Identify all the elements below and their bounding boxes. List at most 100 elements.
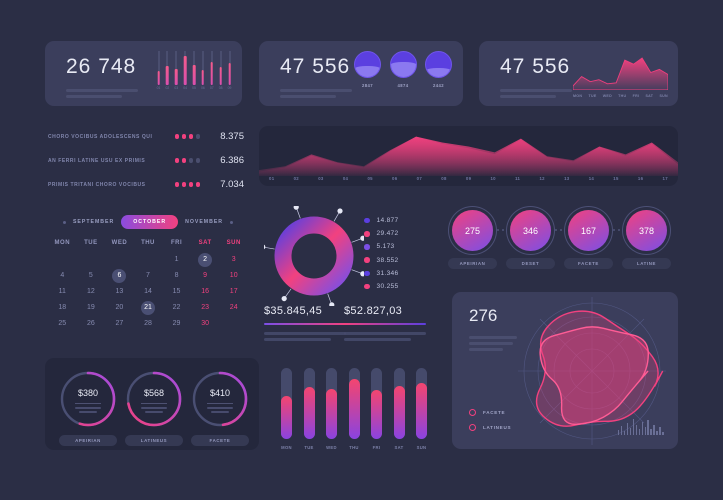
- bar-label: FRI: [372, 445, 381, 450]
- calendar-day[interactable]: 22: [172, 304, 181, 311]
- calendar-day[interactable]: 9: [203, 272, 208, 279]
- badge-circle[interactable]: 346: [510, 210, 551, 251]
- calendar-day[interactable]: 17: [229, 288, 238, 295]
- spark-day-label: THU: [618, 94, 627, 98]
- month-november[interactable]: November: [185, 219, 224, 225]
- legend-item: 5.173: [364, 240, 398, 253]
- calendar-day-empty: [48, 252, 77, 268]
- calendar-day[interactable]: 5: [88, 272, 93, 279]
- calendar-day[interactable]: 2: [191, 252, 220, 268]
- calendar-week: 11 12 13 14 15 16 17: [48, 284, 248, 300]
- badge-circle[interactable]: 378: [626, 210, 667, 251]
- money-amount-2: $52.827,03: [344, 305, 403, 317]
- calendar-day[interactable]: 10: [229, 272, 238, 279]
- axis-label: 02: [293, 176, 299, 181]
- bar-fill: [326, 388, 337, 439]
- legend-value: 29.472: [376, 230, 399, 238]
- kpi-gauges-panel: 47 556 2847 4874 2442: [259, 41, 463, 106]
- mini-bar-label: 09: [227, 86, 232, 90]
- calendar-day[interactable]: 6: [105, 268, 134, 284]
- kpi-spark-panel: 47 556 MON TUE WED THU FRI SAT SUN: [479, 41, 678, 106]
- calendar-day[interactable]: 25: [58, 320, 67, 327]
- kpi-gauges-description: [280, 89, 352, 101]
- mini-bar: 01: [155, 51, 162, 90]
- bar-label: SUN: [416, 445, 427, 450]
- calendar-day[interactable]: 1: [174, 256, 179, 263]
- price-description: [141, 407, 167, 415]
- calendar-day[interactable]: 21: [134, 300, 163, 316]
- radar-legend: FACETE LATINEUS: [469, 401, 511, 431]
- weekly-bar-chart: MON TUE WED THU FRI SAT SUN: [281, 368, 427, 450]
- calendar-day-empty: [105, 252, 134, 268]
- legend-item: 14.877: [364, 214, 398, 227]
- legend-swatch: [364, 231, 370, 237]
- bar-label: TUE: [304, 445, 314, 450]
- calendar-day[interactable]: 27: [115, 320, 124, 327]
- price-label: LATINEUS: [125, 435, 183, 446]
- calendar-weekday: TUE: [84, 240, 98, 246]
- mini-bar: 05: [191, 51, 198, 90]
- calendar[interactable]: MON TUE WED THU FRI SAT SUN 1 2 3 4 5 6 7 8 9 10 11 12 13 1…: [48, 240, 248, 332]
- radar-legend-label: LATINEUS: [483, 425, 512, 430]
- axis-label: 10: [490, 176, 496, 181]
- calendar-day[interactable]: 14: [144, 288, 152, 295]
- month-september[interactable]: September: [72, 219, 115, 225]
- stat-dot: [195, 182, 200, 187]
- mini-bar: 08: [217, 51, 224, 90]
- month-october[interactable]: October: [121, 215, 179, 229]
- calendar-day[interactable]: 23: [201, 304, 210, 311]
- calendar-week: 18 19 20 21 22 23 24: [48, 300, 248, 316]
- calendar-day[interactable]: 4: [60, 272, 65, 279]
- month-switcher[interactable]: September October November: [48, 212, 248, 232]
- bar-fill: [416, 383, 427, 439]
- calendar-day[interactable]: 12: [86, 288, 95, 295]
- calendar-day-empty: [219, 316, 248, 332]
- radar-legend-item: LATINEUS: [469, 424, 511, 431]
- gauge: 2847: [354, 51, 381, 88]
- stat-value: 6.386: [220, 155, 244, 166]
- badge-circle[interactable]: 167: [568, 210, 609, 251]
- calendar-day[interactable]: 11: [58, 288, 66, 295]
- spark-area-chart: MON TUE WED THU FRI SAT SUN: [572, 50, 669, 98]
- equalizer-bar: [653, 425, 656, 435]
- spark-day-label: SAT: [645, 94, 654, 98]
- stat-row: Primis tritani choro vocibus 7.034: [48, 176, 244, 193]
- calendar-day[interactable]: 13: [115, 288, 124, 295]
- stat-dot: [181, 182, 187, 187]
- calendar-day[interactable]: 26: [86, 320, 95, 327]
- radar-legend-dot: [469, 409, 476, 416]
- calendar-day[interactable]: 30: [201, 320, 210, 327]
- calendar-day[interactable]: 8: [174, 272, 179, 279]
- next-month-icon[interactable]: [230, 220, 234, 224]
- weekly-bar: SAT: [393, 368, 405, 450]
- gauge-disc: [354, 51, 381, 78]
- prev-month-icon[interactable]: [62, 220, 66, 224]
- price-cards-panel: $380 APEIRIAN $568 LATINEUS $410 FACETE: [45, 358, 259, 450]
- price-card: $410 FACETE: [191, 370, 249, 446]
- axis-label: 09: [465, 176, 472, 181]
- money-card-2: $52.827,03: [344, 305, 426, 344]
- axis-label: 12: [539, 176, 545, 181]
- calendar-day[interactable]: 29: [172, 320, 181, 327]
- money-card-1: $35.845,45: [264, 305, 346, 344]
- equalizer-bar: [641, 422, 644, 435]
- stat-dot: [188, 182, 194, 187]
- calendar-day[interactable]: 3: [231, 256, 236, 263]
- equalizer-bar: [662, 432, 664, 435]
- calendar-body[interactable]: 1 2 3 4 5 6 7 8 9 10 11 12 13 14 15 16 17 18 19 20 21 22 23 24 2…: [48, 252, 248, 332]
- radar-legend-item: FACETE: [469, 409, 511, 416]
- calendar-day[interactable]: 28: [144, 320, 152, 327]
- calendar-day[interactable]: 20: [115, 304, 124, 311]
- legend-value: 30.255: [376, 283, 399, 291]
- gauge-label: 4874: [397, 83, 409, 88]
- badge-circle[interactable]: 275: [452, 210, 493, 251]
- calendar-day[interactable]: 18: [58, 304, 67, 311]
- bar-fill: [371, 390, 382, 439]
- calendar-day[interactable]: 24: [229, 304, 238, 311]
- calendar-day[interactable]: 7: [146, 272, 150, 279]
- axis-label: 01: [269, 176, 275, 181]
- calendar-day[interactable]: 16: [201, 288, 210, 295]
- calendar-day[interactable]: 19: [86, 304, 95, 311]
- kpi-bars-panel: 26 748 01 02 03 04 05 06 07 08 09: [45, 41, 242, 106]
- calendar-day[interactable]: 15: [172, 288, 181, 295]
